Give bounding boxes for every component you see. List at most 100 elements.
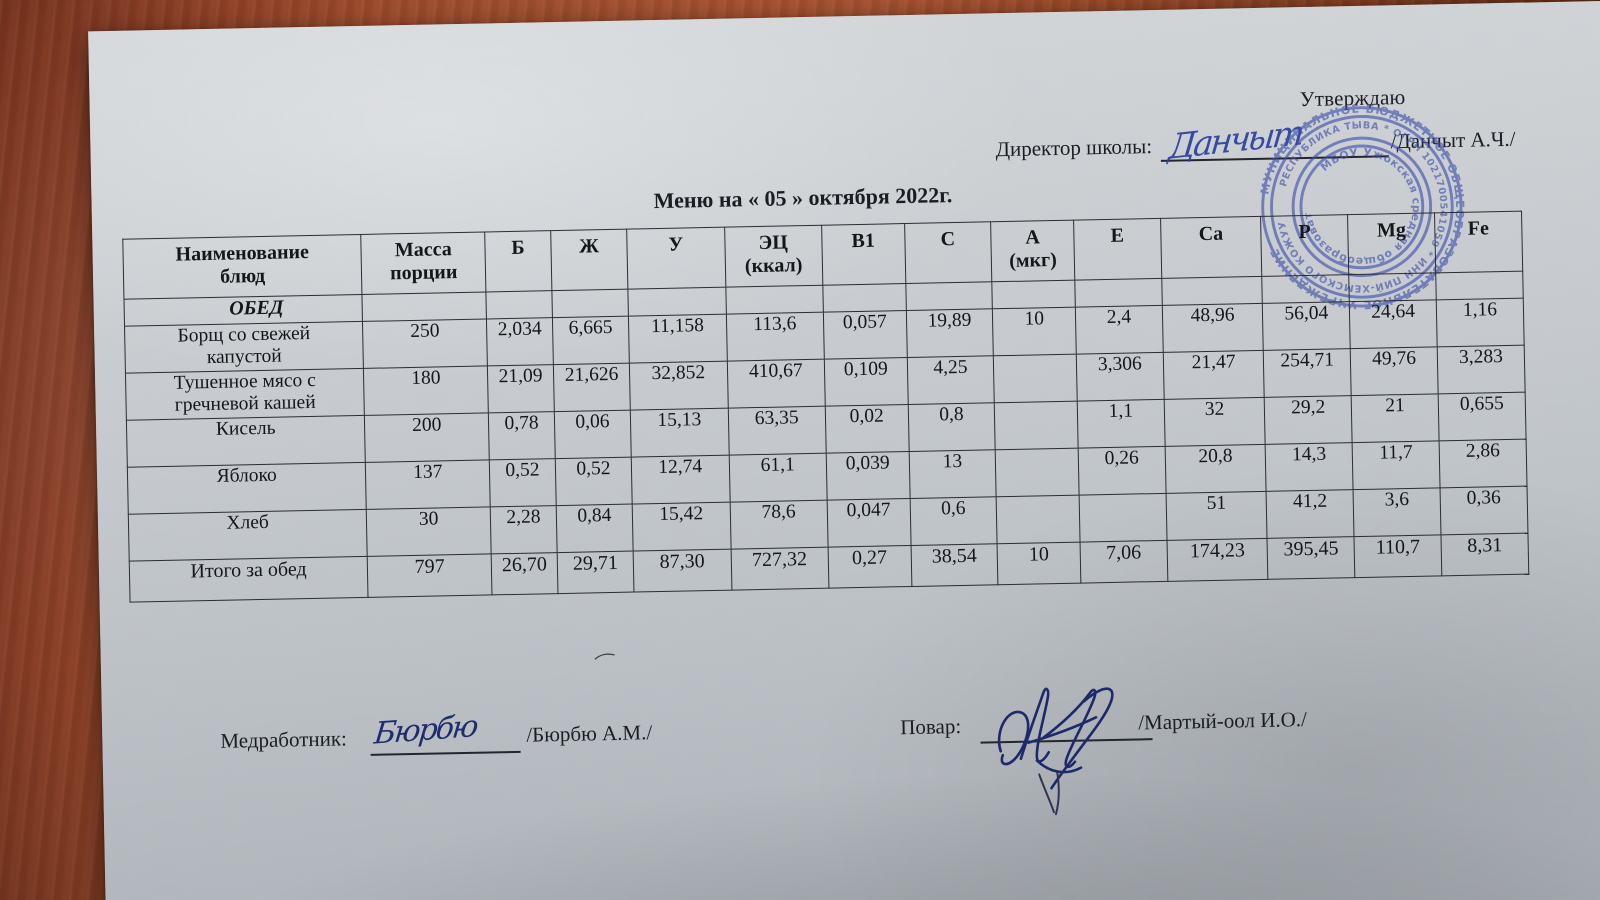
column-header-label: Наименование [175, 241, 310, 266]
cook-name: /Мартый-оол И.О./ [1137, 707, 1308, 735]
paper-sheet: Утверждаю Директор школы: /Данчыт А.Ч./ … [88, 0, 1600, 900]
cell-u: 12,74 [631, 455, 730, 505]
cell-b1: 0,057 [823, 310, 907, 360]
cell-b1: 0,039 [826, 451, 910, 501]
column-header-u: У [626, 227, 726, 290]
cell-b: 21,09 [487, 364, 555, 413]
cell-mg: 49,76 [1350, 346, 1439, 396]
cell-p: 14,3 [1265, 442, 1354, 492]
director-name: /Данчыт А.Ч./ [1390, 126, 1516, 154]
cell-a [995, 448, 1080, 497]
meal-section-empty-cell [822, 283, 906, 313]
menu-table: Наименование блюд Масса порции Б Ж У ЭЦ (ккал) B1… [122, 211, 1529, 603]
meal-section-empty-cell [551, 289, 629, 318]
cell-mg: 11,7 [1352, 440, 1441, 490]
director-signature-rule [1160, 155, 1389, 162]
cell-e: 0,26 [1078, 446, 1166, 496]
meal-section-empty-cell [1262, 274, 1350, 304]
cell-b1: 0,109 [824, 357, 908, 407]
column-header-mg: Mg [1347, 212, 1436, 275]
director-label: Директор школы: [995, 134, 1153, 162]
cell-total-mg: 110,7 [1354, 534, 1442, 578]
meal-section-empty-cell [486, 290, 553, 319]
cell-c: 13 [908, 449, 997, 499]
cell-total-c: 38,54 [910, 543, 999, 587]
column-header-a: А (мкг) [990, 220, 1075, 282]
cell-c: 4,25 [906, 355, 995, 405]
meal-section-empty-cell [725, 285, 824, 315]
cell-dish-name: Хлеб [128, 509, 368, 562]
cell-a [996, 495, 1080, 544]
column-header-label: P [1298, 220, 1311, 244]
column-header-p: P [1260, 214, 1349, 277]
cell-zh: 0,84 [556, 504, 634, 553]
column-header-label: Ca [1198, 222, 1224, 246]
cell-p: 41,2 [1266, 489, 1355, 539]
cell-total-b: 26,70 [491, 552, 558, 595]
column-header-label: Масса [394, 238, 452, 262]
meal-section-empty-cell [1074, 278, 1163, 308]
cell-u: 11,158 [628, 314, 727, 364]
cell-ec: 63,35 [727, 406, 827, 456]
table-body: ОБЕД Борщ со свежей капустой 250 2,034 6,665 1… [123, 271, 1529, 603]
page-title: Меню на « 05 » октября 2022г. [653, 182, 953, 214]
cell-e: 2,4 [1075, 305, 1164, 355]
medic-signature: Бюрбю [372, 708, 479, 752]
cell-c: 19,89 [905, 308, 994, 358]
cell-total-u: 87,30 [633, 549, 732, 593]
cell-ec: 410,67 [726, 359, 826, 409]
document-content: Утверждаю Директор школы: /Данчыт А.Ч./ … [88, 0, 1600, 900]
column-header-zh: Ж [550, 229, 628, 291]
column-header-label: Б [511, 236, 525, 259]
medic-signature-rule [370, 750, 521, 756]
cell-b: 2,034 [486, 317, 554, 366]
cell-ca: 21,47 [1163, 350, 1265, 400]
column-header-sublabel: блюд [219, 264, 266, 288]
cell-fe: 0,36 [1440, 486, 1528, 535]
cell-total-e: 7,06 [1079, 540, 1168, 584]
column-header-label: А [1025, 226, 1041, 249]
column-header-sublabel: (мкг) [1009, 248, 1058, 272]
cell-mg: 3,6 [1353, 487, 1442, 537]
stray-pencil-mark [593, 648, 617, 660]
column-header-label: Fe [1467, 217, 1490, 240]
column-header-sublabel: (ккал) [744, 254, 803, 278]
column-header-mass: Масса порции [361, 231, 487, 295]
cell-total-ca: 174,23 [1166, 538, 1269, 582]
cell-e: 1,1 [1077, 399, 1165, 449]
cell-a [994, 401, 1079, 450]
cell-total-b1: 0,27 [828, 545, 912, 589]
cell-ec: 78,6 [729, 500, 829, 550]
cell-c: 0,6 [909, 496, 998, 546]
column-header-b1: B1 [821, 223, 906, 286]
column-header-ec: ЭЦ (ккал) [724, 225, 823, 288]
cell-mass: 250 [362, 318, 488, 369]
column-header-name: Наименование блюд [122, 234, 363, 300]
cell-p: 29,2 [1264, 395, 1353, 445]
column-header-fe: Fe [1434, 211, 1523, 273]
column-header-label: B1 [851, 229, 876, 253]
cell-zh: 0,52 [555, 457, 633, 506]
cell-ec: 113,6 [725, 312, 825, 362]
cell-dish-name: Тушенное мясо с гречневой кашей [125, 368, 365, 421]
cell-dish-name: Кисель [126, 415, 366, 468]
column-header-sublabel: порции [389, 261, 458, 285]
cell-mass: 137 [365, 459, 491, 510]
cell-b1: 0,047 [827, 498, 911, 548]
cell-ec: 61,1 [728, 453, 828, 503]
meal-section-empty-cell [1435, 271, 1524, 300]
column-header-ca: Ca [1160, 216, 1263, 279]
cell-ca: 32 [1163, 397, 1266, 447]
column-header-label: ЭЦ [758, 231, 788, 254]
column-header-label: У [668, 233, 684, 256]
cell-mass: 200 [364, 412, 490, 463]
meal-section-empty-cell [362, 291, 487, 322]
meal-section-empty-cell [627, 287, 726, 317]
cell-ca: 51 [1165, 491, 1268, 541]
cell-zh: 0,06 [554, 410, 632, 459]
cell-total-label: Итого за обед [129, 556, 369, 603]
cook-label: Повар: [899, 714, 962, 740]
cell-mass: 180 [363, 365, 489, 416]
cell-u: 32,852 [629, 361, 728, 411]
